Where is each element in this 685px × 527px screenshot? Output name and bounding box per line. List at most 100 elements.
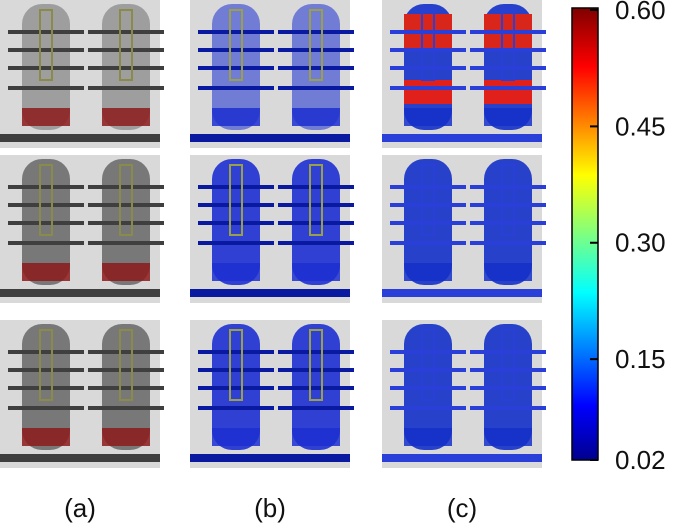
- ladder: [39, 9, 53, 81]
- platform: [390, 241, 466, 245]
- platform: [198, 48, 274, 52]
- tower-hot: [404, 80, 452, 104]
- tower-base: [292, 108, 340, 126]
- platform: [470, 350, 546, 354]
- ladder: [119, 164, 133, 236]
- pipe: [0, 289, 160, 297]
- ladder: [39, 329, 53, 401]
- platform: [470, 86, 546, 90]
- platform: [8, 368, 84, 372]
- ladder: [421, 164, 435, 236]
- platform: [198, 221, 274, 225]
- platform: [278, 386, 354, 390]
- platform: [470, 368, 546, 372]
- tower-base: [102, 428, 150, 446]
- platform: [390, 86, 466, 90]
- pipe: [382, 134, 542, 142]
- platform: [8, 185, 84, 189]
- platform: [390, 221, 466, 225]
- platform: [278, 203, 354, 207]
- platform: [470, 386, 546, 390]
- ladder: [501, 164, 515, 236]
- platform: [278, 406, 354, 410]
- platform: [88, 86, 164, 90]
- platform: [390, 386, 466, 390]
- tower-base: [404, 263, 452, 281]
- tower-base: [484, 108, 532, 126]
- panel-label: (b): [254, 493, 286, 523]
- platform: [8, 86, 84, 90]
- platform: [8, 386, 84, 390]
- platform: [278, 241, 354, 245]
- ladder: [229, 329, 243, 401]
- panel-label: (c): [447, 493, 477, 523]
- tower-base: [292, 263, 340, 281]
- pipe: [0, 454, 160, 462]
- colorbar: [571, 7, 599, 461]
- tower-base: [292, 428, 340, 446]
- ladder: [421, 329, 435, 401]
- platform: [278, 221, 354, 225]
- platform: [88, 66, 164, 70]
- platform: [8, 221, 84, 225]
- platform: [390, 48, 466, 52]
- colorbar-tick-label: 0.15: [615, 344, 666, 374]
- platform: [278, 350, 354, 354]
- platform: [88, 406, 164, 410]
- colorbar-tick-label: 0.02: [615, 445, 666, 475]
- platform: [198, 241, 274, 245]
- colorbar-tick-label: 0.30: [615, 228, 666, 258]
- platform: [8, 30, 84, 34]
- platform: [390, 185, 466, 189]
- platform: [278, 86, 354, 90]
- platform: [390, 368, 466, 372]
- platform: [470, 30, 546, 34]
- pipe: [382, 454, 542, 462]
- ladder: [501, 9, 515, 81]
- tower-base: [484, 263, 532, 281]
- panel-grid: [0, 0, 546, 468]
- platform: [470, 203, 546, 207]
- ladder: [229, 9, 243, 81]
- platform: [470, 48, 546, 52]
- platform: [390, 66, 466, 70]
- ladder: [309, 164, 323, 236]
- platform: [390, 350, 466, 354]
- platform: [278, 185, 354, 189]
- tower-base: [212, 263, 260, 281]
- platform: [278, 66, 354, 70]
- platform: [88, 386, 164, 390]
- platform: [198, 30, 274, 34]
- platform: [88, 350, 164, 354]
- platform: [470, 221, 546, 225]
- colorbar-tick-label: 0.60: [615, 0, 666, 25]
- pipe: [0, 134, 160, 142]
- platform: [390, 30, 466, 34]
- platform: [198, 86, 274, 90]
- ladder: [309, 9, 323, 81]
- tower-base: [404, 108, 452, 126]
- pipe: [382, 289, 542, 297]
- platform: [470, 406, 546, 410]
- platform: [470, 241, 546, 245]
- platform: [198, 386, 274, 390]
- platform: [470, 185, 546, 189]
- platform: [88, 221, 164, 225]
- platform: [198, 185, 274, 189]
- platform: [8, 48, 84, 52]
- platform: [88, 185, 164, 189]
- ladder: [501, 329, 515, 401]
- tower-base: [22, 108, 70, 126]
- tower-base: [212, 108, 260, 126]
- platform: [88, 30, 164, 34]
- colorbar-tick-label: 0.45: [615, 111, 666, 141]
- tower-base: [22, 428, 70, 446]
- ladder: [421, 9, 435, 81]
- platform: [278, 30, 354, 34]
- platform: [8, 350, 84, 354]
- tower-base: [404, 428, 452, 446]
- platform: [8, 241, 84, 245]
- platform: [8, 66, 84, 70]
- platform: [390, 203, 466, 207]
